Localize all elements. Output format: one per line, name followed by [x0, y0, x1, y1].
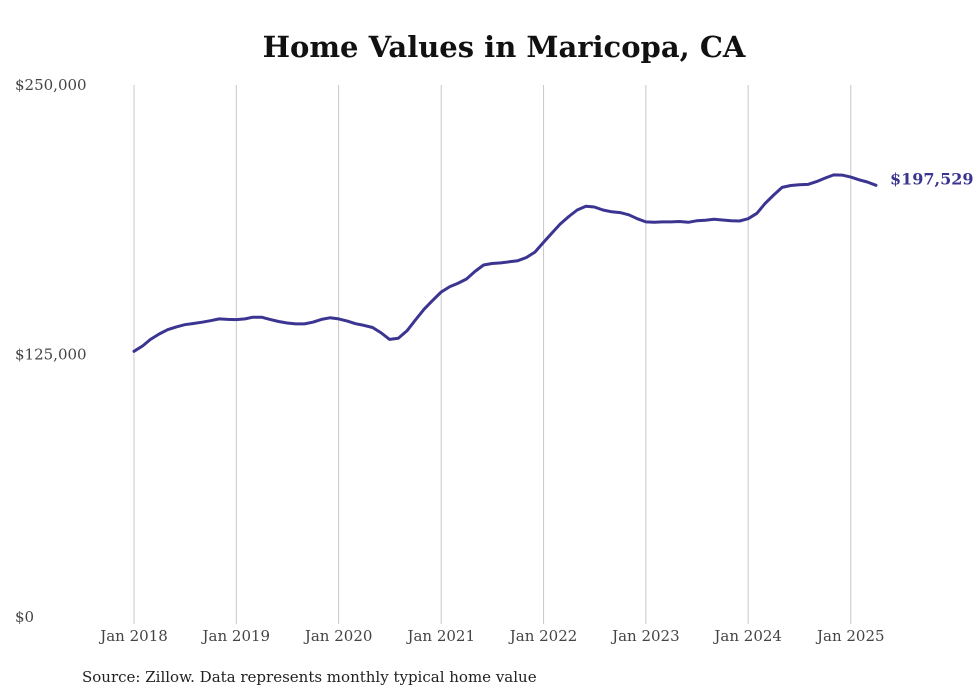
x-tick-label: Jan 2019 — [201, 627, 271, 645]
home-value-series-line — [132, 173, 878, 353]
x-tick-label: Jan 2023 — [610, 627, 680, 645]
y-tick-label: $250,000 — [15, 76, 87, 94]
y-axis-tick-labels: $0 $125,000 $250,000 — [15, 76, 87, 626]
y-tick-label: $0 — [15, 608, 34, 626]
chart-title: Home Values in Maricopa, CA — [262, 30, 746, 64]
x-tick-label: Jan 2021 — [405, 627, 475, 645]
vertical-gridlines — [133, 85, 852, 624]
latest-value-label: $197,529 — [890, 169, 974, 188]
x-tick-label: Jan 2020 — [303, 627, 373, 645]
y-tick-label: $125,000 — [15, 346, 87, 364]
x-tick-label: Jan 2025 — [815, 627, 885, 645]
x-tick-label: Jan 2024 — [712, 627, 782, 645]
chart-source-note: Source: Zillow. Data represents monthly … — [82, 668, 537, 686]
x-tick-label: Jan 2022 — [508, 627, 578, 645]
x-axis-tick-labels: Jan 2018 Jan 2019 Jan 2020 Jan 2021 Jan 2022… — [98, 627, 884, 645]
x-tick-label: Jan 2018 — [98, 627, 168, 645]
